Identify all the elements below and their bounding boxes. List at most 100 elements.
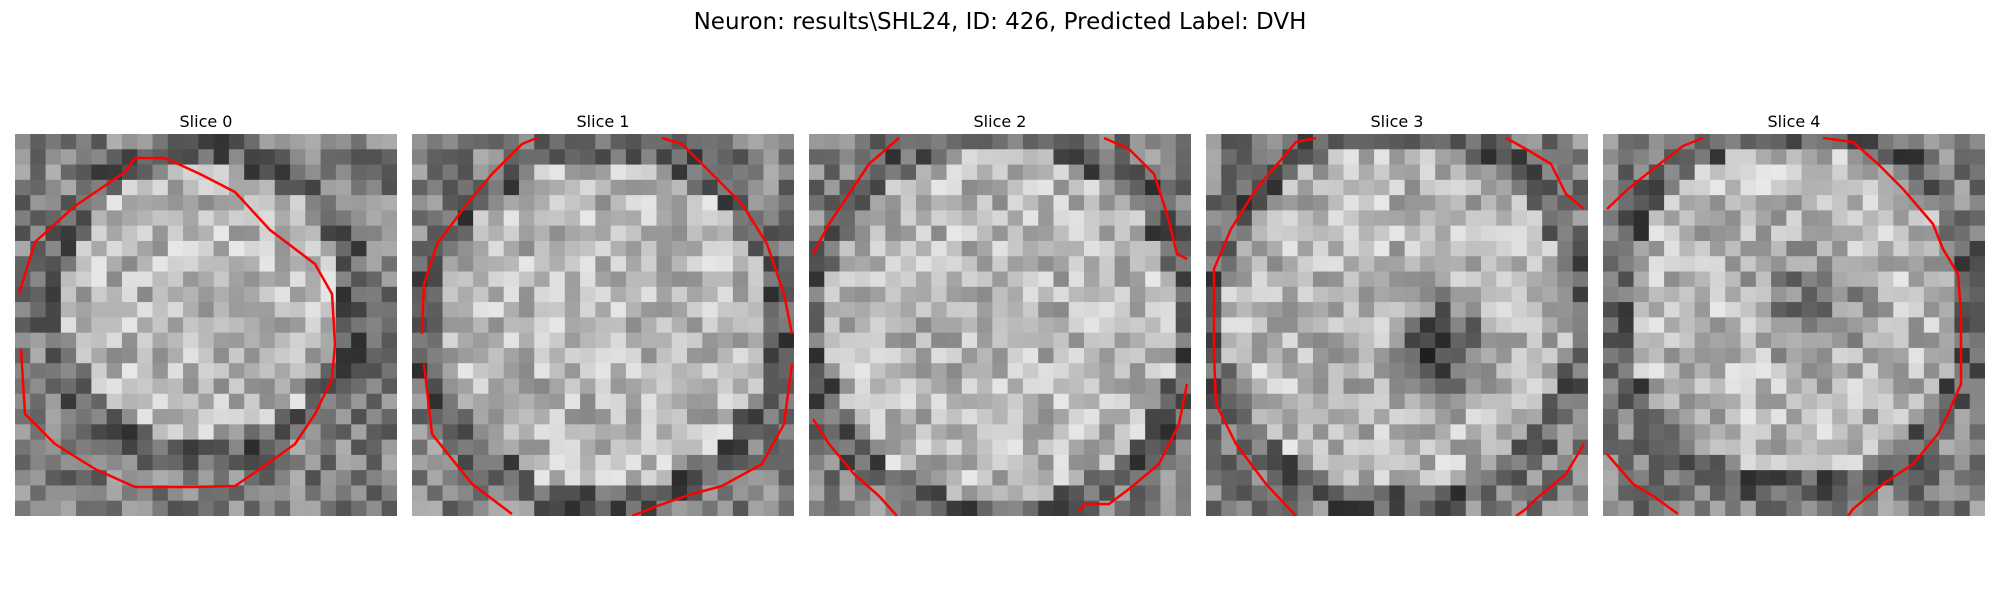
image-pixel: [900, 256, 917, 273]
image-pixel: [625, 256, 642, 273]
image-pixel: [717, 195, 734, 211]
image-pixel: [121, 409, 138, 425]
image-pixel: [1145, 134, 1162, 150]
image-pixel: [687, 179, 703, 196]
image-pixel: [1465, 195, 1482, 211]
image-pixel: [503, 317, 520, 334]
image-pixel: [290, 347, 306, 364]
image-pixel: [1557, 470, 1574, 487]
image-pixel: [961, 347, 978, 364]
image-pixel: [1832, 424, 1849, 441]
image-pixel: [60, 317, 77, 334]
image-pixel: [625, 393, 642, 410]
image-pixel: [870, 179, 886, 196]
image-pixel: [183, 302, 199, 318]
image-pixel: [625, 134, 642, 150]
image-pixel: [335, 225, 352, 242]
image-pixel: [274, 409, 291, 425]
image-pixel: [1954, 302, 1971, 318]
image-pixel: [1145, 485, 1162, 502]
pixel-grid-0: [15, 134, 397, 516]
image-pixel: [488, 179, 505, 196]
image-pixel: [763, 470, 780, 487]
contour-line-3b: [1505, 136, 1585, 210]
image-pixel: [1603, 470, 1619, 487]
image-pixel: [381, 149, 397, 166]
image-pixel: [1847, 286, 1864, 303]
image-pixel: [1801, 164, 1818, 181]
image-pixel: [1939, 424, 1956, 441]
image-pixel: [1068, 195, 1085, 211]
image-pixel: [656, 256, 673, 273]
image-pixel: [244, 240, 261, 257]
image-pixel: [1435, 164, 1452, 181]
image-pixel: [290, 149, 306, 166]
image-pixel: [1542, 256, 1559, 273]
image-pixel: [167, 286, 184, 303]
image-pixel: [488, 378, 505, 395]
image-pixel: [473, 302, 489, 318]
image-pixel: [824, 179, 841, 196]
image-pixel: [549, 240, 566, 257]
image-pixel: [488, 454, 505, 471]
image-pixel: [610, 378, 627, 395]
image-pixel: [1893, 393, 1910, 410]
image-pixel: [992, 225, 1009, 242]
image-pixel: [1557, 378, 1574, 395]
pixel-grid-2: [809, 134, 1191, 516]
image-pixel: [1419, 378, 1436, 395]
image-pixel: [412, 454, 428, 471]
image-pixel: [1129, 439, 1146, 456]
image-pixel: [1389, 240, 1406, 257]
image-pixel: [595, 485, 612, 502]
image-pixel: [167, 317, 184, 334]
image-pixel: [778, 164, 794, 181]
image-pixel: [625, 454, 642, 471]
image-pixel: [1114, 179, 1131, 196]
image-pixel: [60, 240, 77, 257]
image-pixel: [687, 363, 703, 380]
image-pixel: [1160, 317, 1177, 334]
image-pixel: [457, 179, 474, 196]
image-pixel: [702, 500, 719, 516]
image-pixel: [854, 149, 871, 166]
image-pixel: [671, 470, 688, 487]
image-pixel: [213, 424, 230, 441]
image-pixel: [931, 332, 948, 349]
image-pixel: [183, 134, 199, 150]
image-pixel: [1236, 134, 1253, 150]
image-pixel: [992, 134, 1009, 150]
image-pixel: [1526, 409, 1543, 425]
image-pixel: [1908, 302, 1925, 318]
contour-line-0: [17, 156, 337, 489]
image-pixel: [1526, 302, 1543, 318]
image-pixel: [1801, 149, 1818, 166]
image-pixel: [137, 409, 154, 425]
image-pixel: [1603, 378, 1619, 395]
image-pixel: [106, 424, 123, 441]
image-pixel: [1526, 393, 1543, 410]
image-pixel: [213, 332, 230, 349]
image-pixel: [137, 454, 154, 471]
image-pixel: [121, 378, 138, 395]
image-pixel: [1114, 393, 1131, 410]
image-pixel: [915, 317, 932, 334]
image-pixel: [839, 378, 856, 395]
image-pixel: [1725, 225, 1742, 242]
image-pixel: [1908, 424, 1925, 441]
image-pixel: [961, 134, 978, 150]
image-pixel: [1664, 302, 1680, 318]
image-pixel: [671, 500, 688, 516]
image-pixel: [1389, 424, 1406, 441]
image-pixel: [977, 240, 993, 257]
image-pixel: [1709, 225, 1726, 242]
image-pixel: [1481, 256, 1497, 273]
image-pixel: [305, 149, 322, 166]
image-pixel: [121, 439, 138, 456]
image-pixel: [1648, 149, 1665, 166]
image-pixel: [1374, 409, 1390, 425]
image-pixel: [228, 164, 245, 181]
image-pixel: [1282, 409, 1299, 425]
image-pixel: [1633, 271, 1650, 288]
image-pixel: [564, 424, 581, 441]
